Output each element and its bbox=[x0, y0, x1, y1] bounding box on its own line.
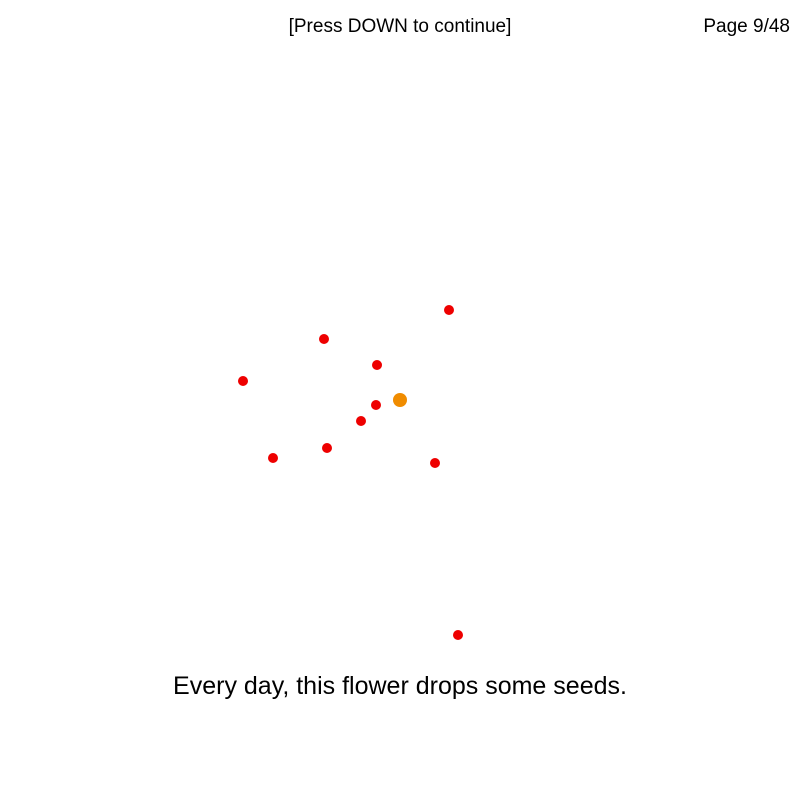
seed-dot bbox=[372, 360, 382, 370]
caption-text: Every day, this flower drops some seeds. bbox=[173, 672, 627, 700]
seed-dot bbox=[371, 400, 381, 410]
seed-dot bbox=[430, 458, 440, 468]
seed-dot bbox=[356, 416, 366, 426]
seed-dot bbox=[319, 334, 329, 344]
seed-dot bbox=[444, 305, 454, 315]
seed-dot bbox=[238, 376, 248, 386]
page-counter: Page 9/48 bbox=[703, 16, 790, 37]
seed-dot bbox=[453, 630, 463, 640]
continue-hint: [Press DOWN to continue] bbox=[288, 16, 512, 37]
flower-dot bbox=[393, 393, 407, 407]
seed-dot bbox=[268, 453, 278, 463]
seed-dot bbox=[322, 443, 332, 453]
